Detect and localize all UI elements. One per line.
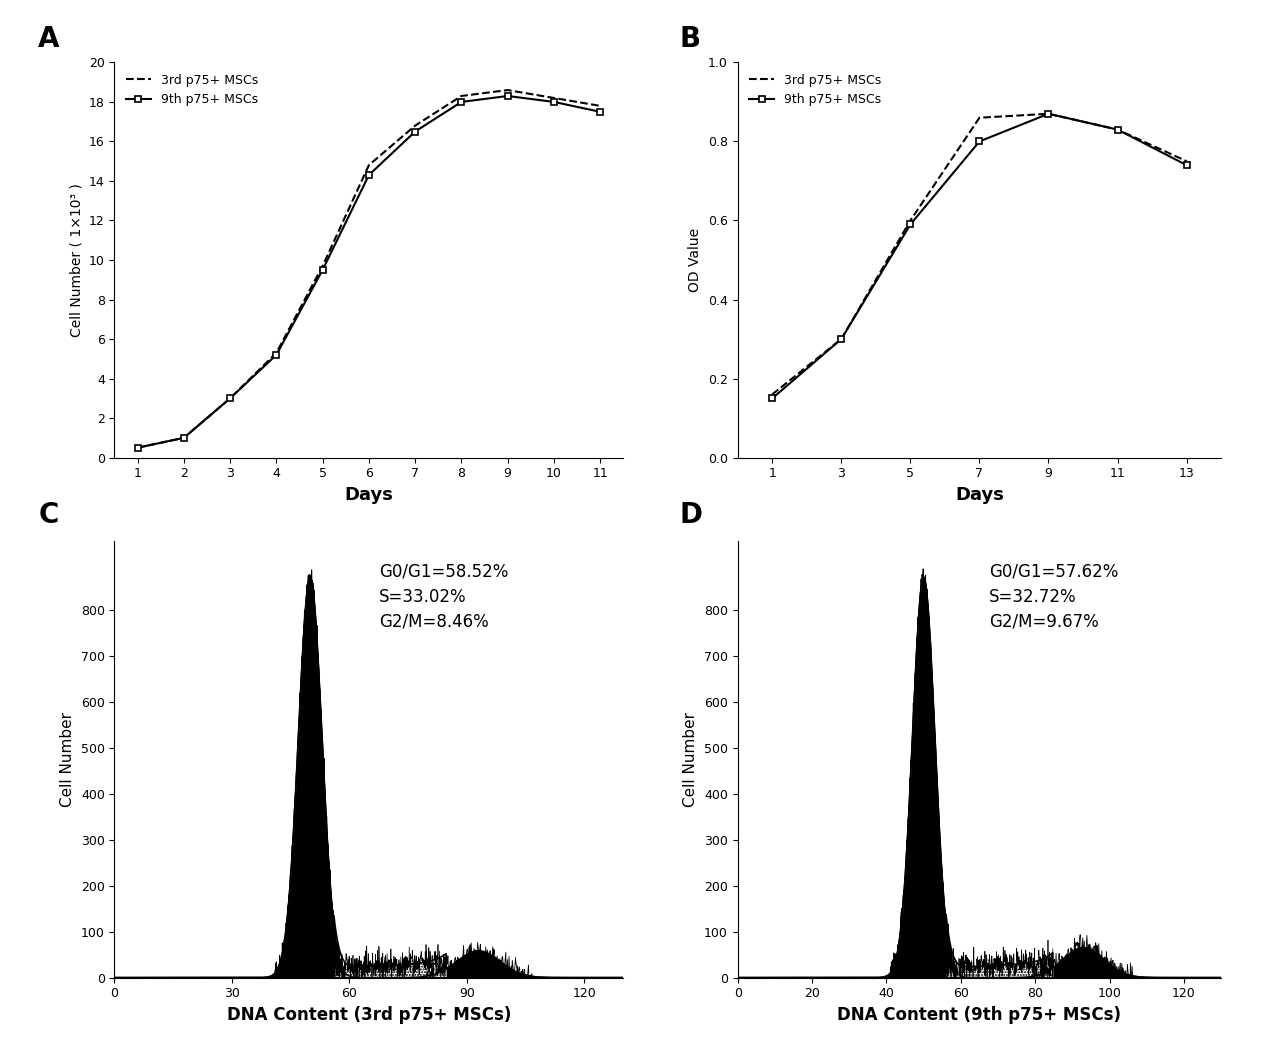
Line: 9th p75+ MSCs: 9th p75+ MSCs <box>135 94 603 450</box>
3rd p75+ MSCs <box>1179 155 1194 167</box>
Text: C: C <box>38 501 59 529</box>
Text: B: B <box>679 25 701 53</box>
Line: 3rd p75+ MSCs: 3rd p75+ MSCs <box>772 113 1187 394</box>
9th p75+ MSCs <box>407 125 422 137</box>
3rd p75+ MSCs <box>223 392 238 405</box>
9th p75+ MSCs <box>1040 107 1056 120</box>
9th p75+ MSCs <box>546 96 561 108</box>
9th p75+ MSCs <box>130 441 145 453</box>
Text: G0/G1=58.52%
S=33.02%
G2/M=8.46%: G0/G1=58.52% S=33.02% G2/M=8.46% <box>379 563 509 630</box>
3rd p75+ MSCs <box>833 333 848 345</box>
9th p75+ MSCs <box>177 432 192 444</box>
Legend: 3rd p75+ MSCs, 9th p75+ MSCs: 3rd p75+ MSCs, 9th p75+ MSCs <box>744 69 887 111</box>
3rd p75+ MSCs <box>268 346 284 359</box>
X-axis label: DNA Content (3rd p75+ MSCs): DNA Content (3rd p75+ MSCs) <box>226 1006 511 1023</box>
9th p75+ MSCs <box>1110 124 1126 136</box>
Line: 3rd p75+ MSCs: 3rd p75+ MSCs <box>137 90 600 447</box>
3rd p75+ MSCs <box>1110 124 1126 136</box>
3rd p75+ MSCs <box>500 84 515 97</box>
9th p75+ MSCs <box>1179 159 1194 172</box>
9th p75+ MSCs <box>764 392 780 405</box>
9th p75+ MSCs <box>500 89 515 102</box>
X-axis label: DNA Content (9th p75+ MSCs): DNA Content (9th p75+ MSCs) <box>837 1006 1122 1023</box>
3rd p75+ MSCs <box>764 388 780 400</box>
3rd p75+ MSCs <box>361 159 377 172</box>
9th p75+ MSCs <box>593 105 608 118</box>
9th p75+ MSCs <box>223 392 238 405</box>
9th p75+ MSCs <box>315 263 331 276</box>
9th p75+ MSCs <box>833 333 848 345</box>
9th p75+ MSCs <box>972 135 987 148</box>
X-axis label: Days: Days <box>345 486 393 503</box>
Text: A: A <box>38 25 60 53</box>
9th p75+ MSCs <box>454 96 469 108</box>
3rd p75+ MSCs <box>972 111 987 124</box>
3rd p75+ MSCs <box>546 92 561 104</box>
3rd p75+ MSCs <box>454 89 469 102</box>
Y-axis label: Cell Number ( 1×10³ ): Cell Number ( 1×10³ ) <box>70 183 84 337</box>
Y-axis label: Cell Number: Cell Number <box>683 711 698 807</box>
Y-axis label: Cell Number: Cell Number <box>60 711 75 807</box>
9th p75+ MSCs <box>903 218 918 231</box>
Line: 9th p75+ MSCs: 9th p75+ MSCs <box>770 111 1189 401</box>
3rd p75+ MSCs <box>903 214 918 227</box>
X-axis label: Days: Days <box>955 486 1004 503</box>
Legend: 3rd p75+ MSCs, 9th p75+ MSCs: 3rd p75+ MSCs, 9th p75+ MSCs <box>121 69 263 111</box>
3rd p75+ MSCs <box>407 120 422 132</box>
3rd p75+ MSCs <box>130 441 145 453</box>
3rd p75+ MSCs <box>177 432 192 444</box>
3rd p75+ MSCs <box>315 260 331 272</box>
3rd p75+ MSCs <box>1040 107 1056 120</box>
3rd p75+ MSCs <box>593 100 608 112</box>
9th p75+ MSCs <box>268 348 284 361</box>
Text: D: D <box>679 501 702 529</box>
Text: G0/G1=57.62%
S=32.72%
G2/M=9.67%: G0/G1=57.62% S=32.72% G2/M=9.67% <box>990 563 1118 630</box>
Y-axis label: OD Value: OD Value <box>688 228 702 292</box>
9th p75+ MSCs <box>361 168 377 181</box>
